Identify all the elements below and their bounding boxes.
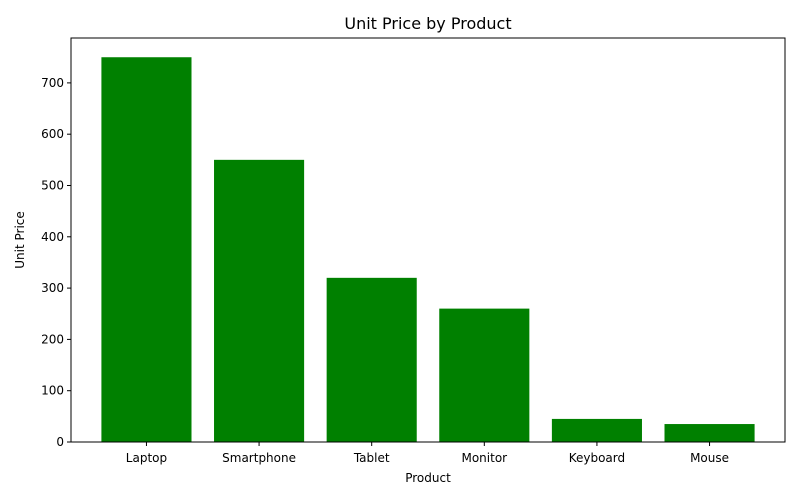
bar-keyboard (551, 418, 642, 442)
x-axis-ticks: Laptop Smartphone Tablet Monitor Keyboard Mou… (126, 442, 729, 465)
x-tick-label: Keyboard (569, 451, 625, 465)
y-tick-label: 100 (41, 384, 64, 398)
y-axis-label: Unit Price (13, 211, 27, 269)
x-tick-label: Tablet (353, 451, 390, 465)
y-tick-label: 700 (41, 76, 64, 90)
y-tick-label: 400 (41, 230, 64, 244)
bar-mouse (664, 424, 755, 442)
chart-title: Unit Price by Product (344, 14, 511, 33)
x-tick-label: Mouse (690, 451, 729, 465)
y-tick-label: 500 (41, 178, 64, 192)
x-tick-label: Smartphone (222, 451, 296, 465)
y-tick-label: 300 (41, 281, 64, 295)
y-tick-label: 600 (41, 127, 64, 141)
bar-smartphone (214, 159, 305, 443)
y-tick-label: 0 (56, 435, 64, 449)
y-axis-ticks: 0 100 200 300 400 500 600 700 (41, 76, 71, 449)
bars-group (101, 57, 755, 443)
bar-tablet (326, 277, 417, 442)
y-tick-label: 200 (41, 332, 64, 346)
x-tick-label: Monitor (461, 451, 507, 465)
bar-laptop (101, 57, 192, 442)
plot-frame (70, 37, 786, 443)
x-axis-label: Product (405, 471, 451, 485)
x-tick-label: Laptop (126, 451, 167, 465)
bar-monitor (439, 308, 530, 442)
